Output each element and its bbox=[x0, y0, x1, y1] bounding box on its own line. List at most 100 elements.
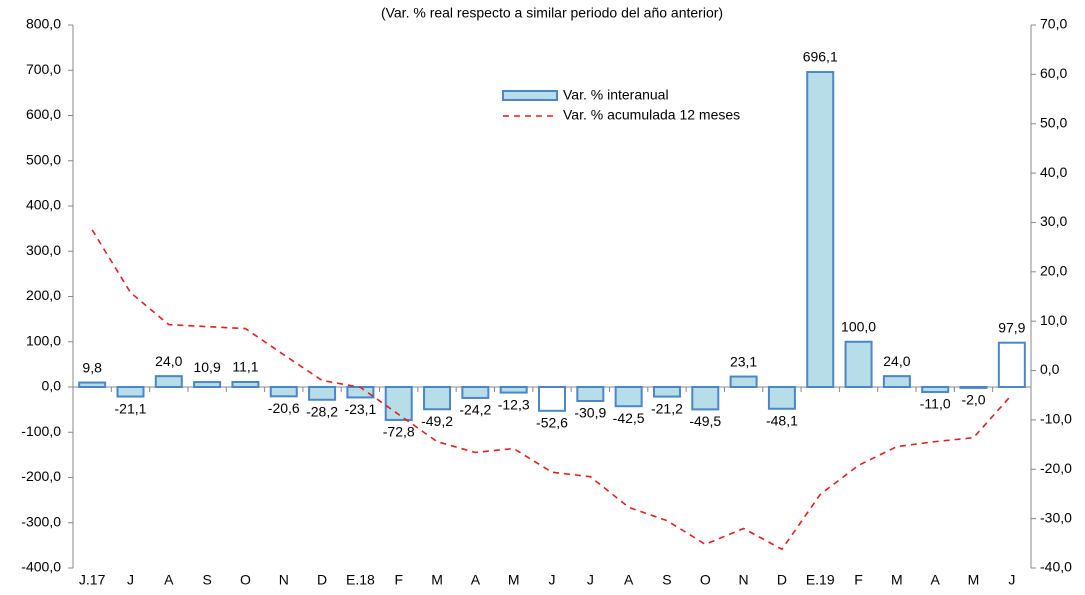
bar bbox=[269, 386, 298, 398]
value-label: -11,0 bbox=[920, 396, 951, 412]
y-tick-label: 600,0 bbox=[26, 106, 61, 122]
y-tick-label: -300,0 bbox=[21, 513, 61, 529]
value-label: -30,9 bbox=[574, 405, 606, 421]
chart-title: (Var. % real respecto a similar periodo … bbox=[381, 5, 723, 21]
y-tick-label: -400,0 bbox=[21, 559, 61, 575]
y-tick-label: 300,0 bbox=[26, 242, 61, 258]
value-label: -72,8 bbox=[383, 424, 415, 440]
value-label: -42,5 bbox=[613, 410, 645, 426]
y2-tick-label: 50,0 bbox=[1040, 114, 1067, 130]
bar bbox=[384, 386, 413, 421]
bar bbox=[538, 386, 566, 412]
y2-tick-label: 70,0 bbox=[1040, 16, 1067, 32]
value-label: -12,3 bbox=[498, 396, 530, 412]
bar bbox=[614, 386, 643, 408]
y-tick-label: 700,0 bbox=[26, 61, 61, 77]
x-tick-label: N bbox=[279, 572, 289, 588]
legend-label: Var. % acumulada 12 meses bbox=[563, 107, 740, 123]
x-tick-label: A bbox=[931, 572, 941, 588]
x-tick-label: O bbox=[700, 572, 711, 588]
bar bbox=[461, 386, 490, 399]
x-tick-label: S bbox=[202, 572, 211, 588]
value-label: -28,2 bbox=[306, 403, 338, 419]
bar bbox=[308, 386, 337, 401]
value-label: 100,0 bbox=[841, 318, 876, 334]
y2-tick-label: -40,0 bbox=[1040, 559, 1072, 575]
value-label: 11,1 bbox=[232, 359, 258, 375]
y-tick-label: 400,0 bbox=[26, 197, 61, 213]
x-tick-label: E.18 bbox=[346, 572, 375, 588]
value-label: 23,1 bbox=[730, 353, 757, 369]
x-tick-label: J bbox=[1008, 572, 1015, 588]
value-label: -2,0 bbox=[961, 392, 985, 408]
bar bbox=[997, 341, 1026, 389]
bar bbox=[806, 71, 835, 389]
bar bbox=[652, 386, 681, 398]
bar bbox=[959, 386, 988, 389]
value-label: 24,0 bbox=[883, 353, 910, 369]
y2-tick-label: 40,0 bbox=[1040, 164, 1067, 180]
bar bbox=[499, 386, 528, 394]
bar bbox=[346, 386, 375, 399]
bar bbox=[154, 375, 183, 389]
y-tick-label: -200,0 bbox=[21, 468, 61, 484]
x-tick-label: S bbox=[662, 572, 671, 588]
value-label: -20,6 bbox=[268, 400, 300, 416]
legend-label: Var. % interanual bbox=[563, 87, 669, 103]
x-tick-label: A bbox=[471, 572, 481, 588]
x-tick-label: F bbox=[854, 572, 863, 588]
bar bbox=[767, 386, 796, 410]
y-tick-label: 100,0 bbox=[26, 332, 61, 348]
value-label: -49,5 bbox=[689, 413, 721, 429]
x-tick-label: J bbox=[587, 572, 594, 588]
x-tick-label: M bbox=[431, 572, 443, 588]
value-label: 10,9 bbox=[193, 359, 220, 375]
value-label: 9,8 bbox=[82, 359, 102, 375]
bar bbox=[423, 386, 452, 411]
y2-tick-label: 60,0 bbox=[1040, 65, 1067, 81]
value-label: 97,9 bbox=[998, 319, 1025, 335]
y-tick-label: 800,0 bbox=[26, 16, 61, 32]
value-label: -21,2 bbox=[651, 400, 683, 416]
x-tick-label: D bbox=[777, 572, 787, 588]
y2-tick-label: -20,0 bbox=[1040, 460, 1072, 476]
x-tick-label: J.17 bbox=[79, 572, 106, 588]
value-label: -21,1 bbox=[115, 400, 147, 416]
x-tick-label: F bbox=[394, 572, 403, 588]
x-tick-label: N bbox=[739, 572, 749, 588]
y2-tick-label: 20,0 bbox=[1040, 263, 1067, 279]
x-tick-label: J bbox=[127, 572, 134, 588]
y-tick-label: 200,0 bbox=[26, 287, 61, 303]
y-tick-label: -100,0 bbox=[21, 423, 61, 439]
x-tick-label: J bbox=[549, 572, 556, 588]
value-label: -49,2 bbox=[421, 413, 453, 429]
y-tick-label: 500,0 bbox=[26, 151, 61, 167]
value-label: -23,1 bbox=[344, 401, 376, 417]
y2-tick-label: 10,0 bbox=[1040, 312, 1067, 328]
y2-tick-label: -10,0 bbox=[1040, 411, 1072, 427]
x-tick-label: M bbox=[968, 572, 980, 588]
value-label: 24,0 bbox=[155, 353, 182, 369]
bar bbox=[116, 386, 145, 398]
line bbox=[91, 229, 1013, 551]
value-label: -48,1 bbox=[766, 412, 798, 428]
bar bbox=[882, 375, 911, 389]
legend-swatch bbox=[502, 90, 558, 101]
x-tick-label: M bbox=[891, 572, 903, 588]
bar bbox=[193, 381, 222, 388]
bar bbox=[78, 381, 107, 388]
x-tick-label: D bbox=[317, 572, 327, 588]
x-tick-label: A bbox=[164, 572, 174, 588]
bar bbox=[231, 380, 260, 389]
x-tick-label: E.19 bbox=[806, 572, 835, 588]
bar bbox=[844, 340, 873, 388]
y-tick-label: 0,0 bbox=[42, 378, 62, 394]
y2-tick-label: 0,0 bbox=[1040, 361, 1060, 377]
x-tick-label: A bbox=[624, 572, 634, 588]
value-label: 696,1 bbox=[803, 49, 838, 65]
y2-tick-label: 30,0 bbox=[1040, 213, 1067, 229]
bar bbox=[729, 375, 758, 388]
x-tick-label: O bbox=[240, 572, 251, 588]
bar bbox=[691, 386, 720, 411]
